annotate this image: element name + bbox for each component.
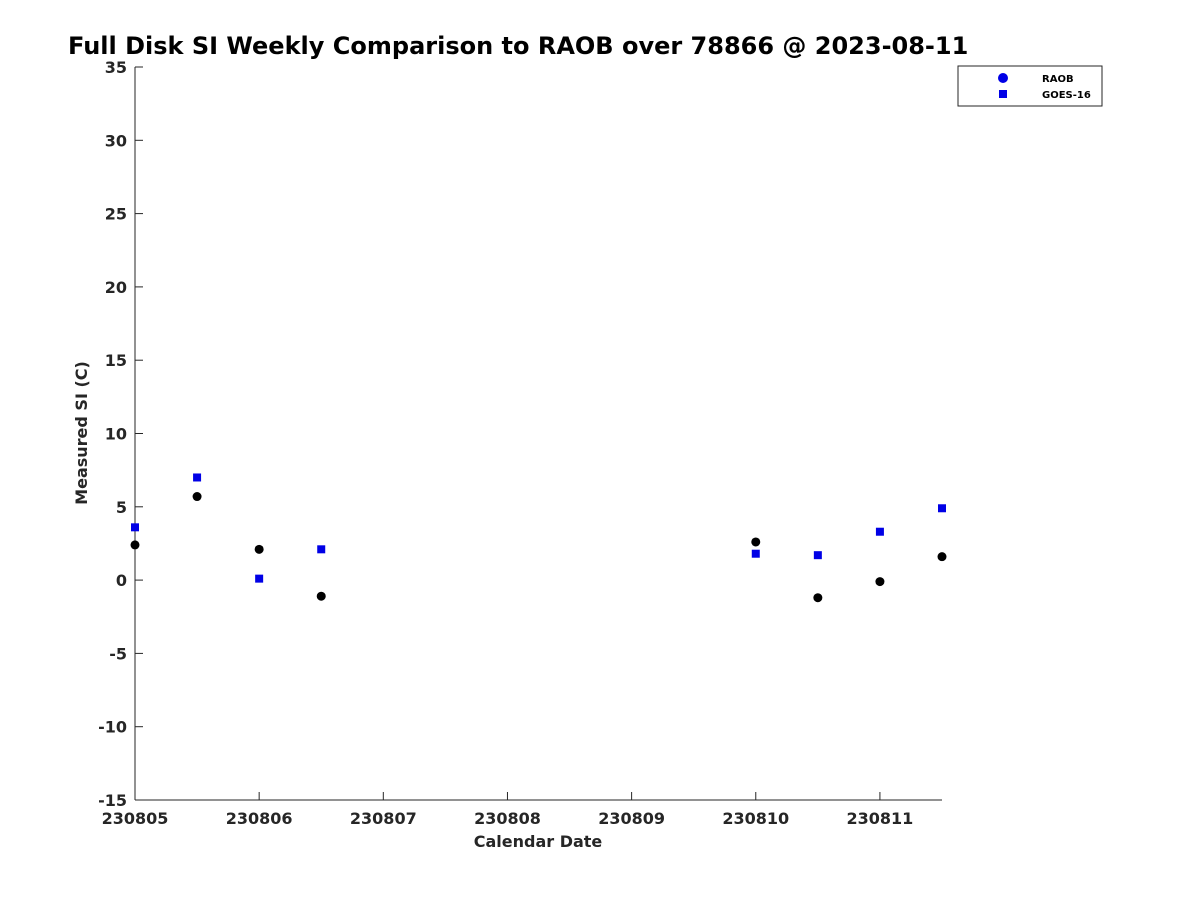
goes16-point	[751, 549, 760, 558]
plot-area	[134, 67, 942, 801]
legend-raob-label: RAOB	[1042, 74, 1074, 85]
x-axis-label: Calendar Date	[474, 832, 603, 851]
y-tick-label: 35	[105, 58, 127, 77]
chart-title: Full Disk SI Weekly Comparison to RAOB o…	[68, 32, 968, 60]
goes16-point	[317, 545, 326, 554]
x-tick-label: 230810	[722, 809, 789, 828]
x-tick-label: 230809	[598, 809, 665, 828]
legend: RAOB GOES-16	[957, 65, 1103, 107]
goes16-point	[938, 504, 946, 513]
legend-goes-marker	[999, 90, 1007, 98]
legend-raob-marker	[998, 73, 1008, 83]
raob-point	[254, 544, 264, 554]
goes16-point	[193, 473, 202, 482]
y-tick-label: -5	[109, 644, 127, 663]
raob-point	[316, 591, 326, 601]
x-tick-label: 230807	[350, 809, 417, 828]
goes16-point	[875, 527, 884, 536]
y-tick-label: 25	[105, 205, 127, 224]
y-tick-label: -15	[98, 791, 127, 810]
y-tick-label: 10	[105, 425, 127, 444]
raob-point	[130, 540, 140, 550]
y-tick-label: 15	[105, 351, 127, 370]
y-ticks: 35 30 25 20 15 10 5 0 -5 -10 -15	[98, 58, 143, 810]
goes16-point	[255, 574, 264, 583]
legend-goes-label: GOES-16	[1042, 90, 1091, 101]
goes16-point	[813, 551, 822, 560]
raob-point	[751, 537, 761, 547]
x-tick-label: 230805	[102, 809, 169, 828]
y-tick-label: 5	[116, 498, 127, 517]
legend-box	[957, 65, 1103, 107]
x-ticks: 230805 230806 230807 230808 230809 230810 2308…	[102, 792, 914, 828]
y-tick-label: 30	[105, 131, 127, 150]
raob-point	[813, 593, 823, 603]
x-tick-label: 230806	[226, 809, 293, 828]
x-tick-label: 230811	[847, 809, 914, 828]
y-tick-label: -10	[98, 718, 127, 737]
goes16-point	[131, 523, 139, 532]
y-axis-label: Measured SI (C)	[72, 361, 91, 505]
data-points	[130, 473, 947, 603]
raob-point	[192, 492, 202, 502]
x-tick-label: 230808	[474, 809, 541, 828]
y-tick-label: 20	[105, 278, 127, 297]
raob-point	[937, 552, 947, 562]
y-tick-label: 0	[116, 571, 127, 590]
raob-point	[875, 577, 885, 587]
